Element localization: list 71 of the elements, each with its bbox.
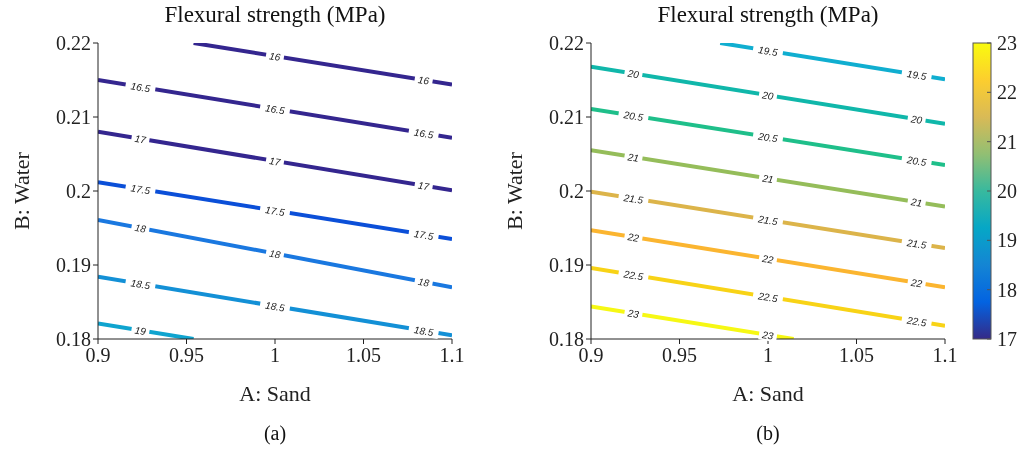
text: 17.5 bbox=[413, 228, 435, 243]
text: 23 bbox=[627, 307, 640, 321]
text: 22 bbox=[909, 276, 924, 290]
text: 16 bbox=[417, 74, 431, 87]
color-bar-label: 23 bbox=[997, 32, 1017, 54]
y-axis-title: B: Water bbox=[9, 152, 35, 230]
text: 22 bbox=[627, 231, 640, 244]
y-tick-label: 0.22 bbox=[549, 32, 584, 55]
text: (a) bbox=[262, 422, 288, 445]
text: 18.5 bbox=[264, 299, 286, 314]
y-axis-title: B: Water bbox=[502, 152, 528, 230]
y-tick-label: 0.19 bbox=[549, 254, 584, 277]
text: 19.5 bbox=[906, 68, 928, 83]
x-tick-label: 1.05 bbox=[346, 344, 381, 367]
x-axis-title: A: Sand bbox=[731, 381, 805, 407]
text: 16.5 bbox=[413, 126, 435, 141]
y-tick-label: 0.21 bbox=[549, 106, 584, 129]
text: 22.5 bbox=[622, 268, 644, 283]
text: 18 bbox=[268, 247, 282, 261]
text: 18.5 bbox=[413, 324, 435, 339]
text: 17 bbox=[268, 155, 282, 168]
chart-title: Flexural strength (MPa) bbox=[163, 2, 387, 28]
text: 21 bbox=[910, 196, 923, 209]
text: 17.5 bbox=[129, 182, 152, 197]
text: 19 bbox=[134, 324, 148, 338]
y-tick-label: 0.2 bbox=[559, 180, 584, 203]
text: 20.5 bbox=[906, 154, 928, 169]
x-tick-label: 1.1 bbox=[932, 344, 958, 367]
text: 21 bbox=[761, 172, 775, 186]
x-tick-label: 1.05 bbox=[839, 344, 874, 367]
text: 20 bbox=[909, 113, 924, 126]
text: 16.5 bbox=[264, 102, 286, 117]
text: 20 bbox=[627, 67, 640, 81]
text: 18 bbox=[417, 275, 431, 289]
x-tick-label: 1.1 bbox=[439, 344, 465, 367]
color-bar-label: 20 bbox=[997, 180, 1017, 202]
text: 17.5 bbox=[264, 204, 286, 219]
color-bar-label: 21 bbox=[997, 130, 1017, 153]
color-bar-label: 22 bbox=[997, 81, 1017, 104]
text: 20.5 bbox=[756, 130, 779, 145]
chart-title: Flexural strength (MPa) bbox=[656, 2, 880, 28]
text: 18 bbox=[133, 221, 148, 235]
x-axis-title: A: Sand bbox=[238, 381, 312, 407]
text: 20.5 bbox=[622, 109, 644, 124]
text: 22 bbox=[761, 252, 775, 266]
y-tick-label: 0.2 bbox=[66, 180, 91, 203]
y-tick-label: 0.22 bbox=[56, 32, 91, 55]
text: 20 bbox=[761, 89, 775, 102]
text: 17 bbox=[134, 132, 147, 146]
x-tick-label: 1 bbox=[763, 344, 773, 367]
text: 16.5 bbox=[129, 80, 151, 95]
text: 19.5 bbox=[757, 44, 779, 59]
y-tick-label: 0.19 bbox=[56, 254, 91, 277]
text: 23 bbox=[760, 328, 775, 342]
color-bar-label: 17 bbox=[997, 328, 1017, 350]
text: 16 bbox=[268, 50, 282, 63]
color-bar-label: 19 bbox=[997, 229, 1017, 252]
x-tick-label: 1 bbox=[270, 344, 280, 367]
x-tick-label: 0.95 bbox=[662, 344, 697, 367]
text: 21.5 bbox=[906, 237, 928, 251]
text: 22.5 bbox=[905, 314, 928, 329]
text: 22.5 bbox=[757, 290, 779, 305]
x-tick-label: 0.95 bbox=[169, 344, 204, 367]
text: (b) bbox=[755, 422, 781, 445]
text: 21.5 bbox=[622, 192, 644, 206]
text: 17 bbox=[417, 179, 431, 193]
text: 18.5 bbox=[129, 277, 151, 292]
y-tick-label: 0.21 bbox=[56, 106, 91, 129]
color-bar-label: 18 bbox=[997, 278, 1017, 301]
text: 21.5 bbox=[756, 213, 779, 228]
text: 21 bbox=[626, 151, 640, 164]
